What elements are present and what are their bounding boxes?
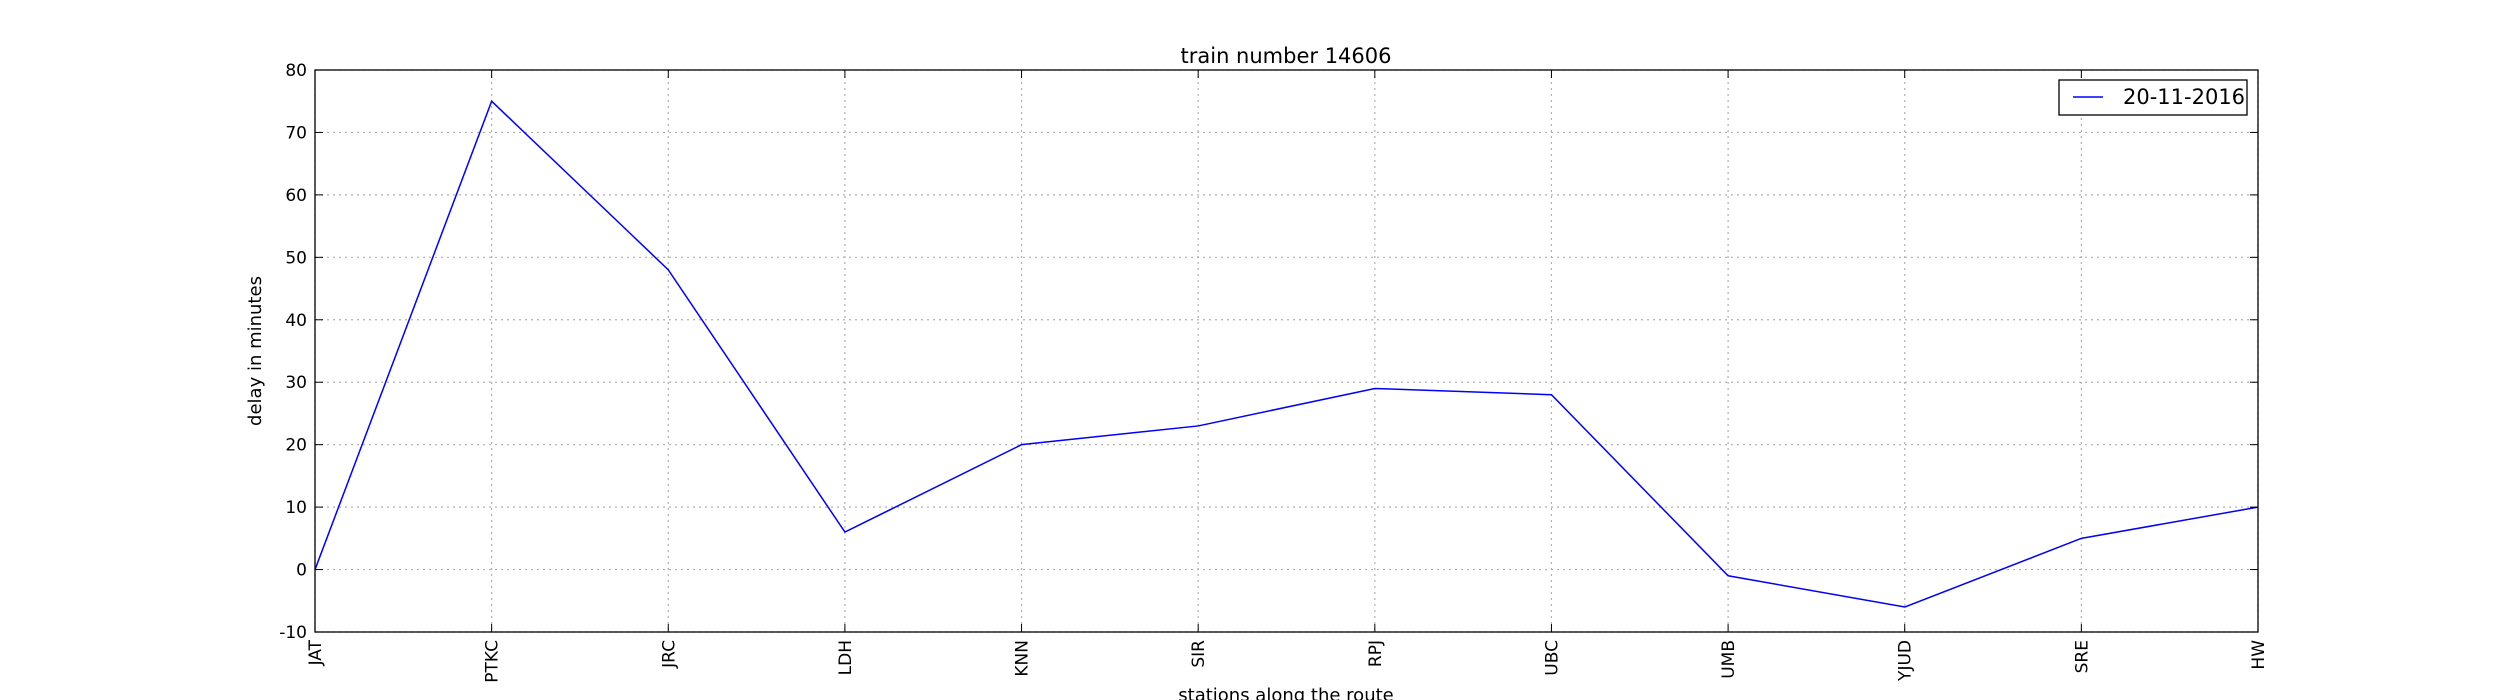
x-tick-label-yjud: YJUD [1896, 640, 1916, 682]
x-tick-label-knn: KNN [1013, 640, 1033, 677]
ticks: -10 0 10 20 30 40 50 60 70 80 JAT PTKC JRC LDH KNN SIR R… [279, 61, 2269, 683]
y-tick-label: 10 [285, 498, 307, 518]
y-tick-label: 50 [285, 248, 307, 268]
legend-entry-20-11-2016: 20-11-2016 [2123, 85, 2245, 109]
x-tick-label-ubc: UBC [1542, 640, 1562, 676]
y-tick-label: 30 [285, 373, 307, 393]
x-tick-label-umb: UMB [1719, 640, 1739, 679]
y-axis-label: delay in minutes [245, 276, 266, 426]
x-tick-label-rpj: RPJ [1366, 640, 1386, 667]
y-tick-label: 60 [285, 186, 307, 206]
y-tick-label: 0 [296, 561, 307, 581]
x-tick-label-sir: SIR [1189, 640, 1209, 668]
y-tick-label: 40 [285, 311, 307, 331]
y-tick-label: -10 [279, 623, 307, 643]
x-tick-label-hw: HW [2249, 640, 2269, 670]
x-tick-label-jat: JAT [306, 639, 326, 666]
x-tick-label-jrc: JRC [659, 640, 679, 669]
x-tick-label-ldh: LDH [836, 640, 856, 675]
y-tick-label: 80 [285, 61, 307, 81]
plot-frame [314, 69, 2259, 633]
series-layer [314, 99, 2259, 608]
legend: 20-11-2016 [2058, 79, 2248, 116]
chart-title: train number 14606 [1181, 44, 1392, 68]
x-tick-label-ptkc: PTKC [483, 640, 503, 683]
x-axis-label: stations along the route [1178, 685, 1393, 700]
series-line-20-11-2016 [314, 99, 2259, 608]
y-tick-label: 20 [285, 436, 307, 456]
y-tick-label: 70 [285, 123, 307, 143]
x-tick-label-sre: SRE [2072, 640, 2092, 673]
